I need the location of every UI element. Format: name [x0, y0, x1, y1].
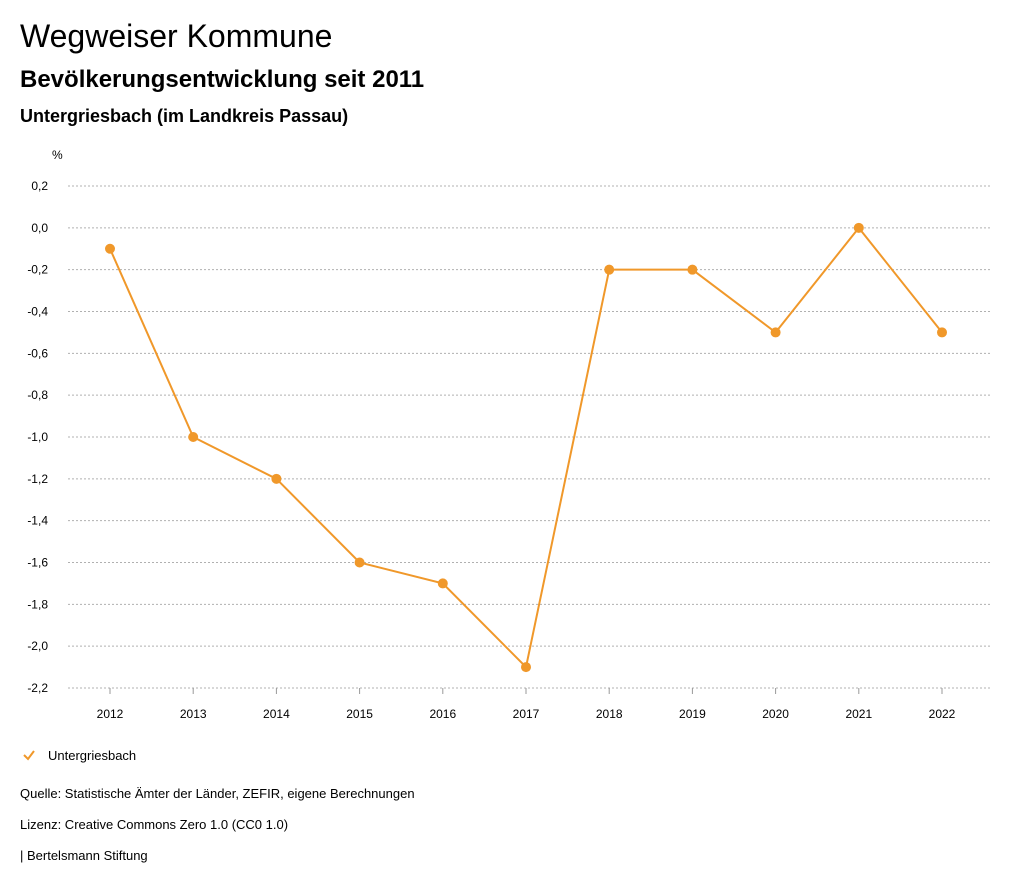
legend[interactable]: Untergriesbach	[22, 745, 136, 765]
x-tick-label: 2014	[263, 707, 290, 721]
data-point[interactable]	[521, 662, 531, 673]
source-note: Quelle: Statistische Ämter der Länder, Z…	[20, 786, 415, 801]
y-axis-ticks: 0,2 0,0 -0,2 -0,4 -0,6 -0,8 -1,0 -1,2 -1,4 -1,6 -1…	[27, 179, 48, 695]
data-point[interactable]	[687, 264, 698, 275]
x-tick-label: 2017	[513, 707, 540, 721]
y-tick-label: -1,6	[27, 556, 48, 570]
x-tick-label: 2016	[429, 707, 456, 721]
check-icon	[23, 750, 35, 761]
y-tick-label: -0,6	[27, 346, 48, 360]
y-tick-label: 0,0	[31, 221, 48, 235]
data-point[interactable]	[937, 327, 947, 338]
y-tick-label: -1,0	[27, 430, 48, 444]
y-tick-label: -2,2	[27, 681, 48, 695]
series-line	[109, 226, 943, 670]
line-chart: % 0,2 0,0 -0,2 -0,4 -0,6 -0,8 -1,0 -1,2 -1,4 -1,6…	[27, 148, 990, 721]
y-tick-label: -1,4	[27, 514, 48, 528]
page-title: Wegweiser Kommune	[20, 18, 333, 54]
chart-subtitle: Bevölkerungsentwicklung seit 2011	[20, 66, 425, 93]
data-point[interactable]	[271, 473, 282, 484]
x-tick-label: 2012	[97, 707, 124, 721]
data-point[interactable]	[188, 432, 199, 442]
grid-lines	[68, 185, 990, 689]
x-tick-label: 2020	[762, 707, 789, 721]
x-tick-label: 2018	[596, 707, 623, 721]
x-tick-label: 2013	[180, 707, 207, 721]
y-tick-label: -0,2	[27, 263, 48, 277]
series-group	[105, 222, 947, 673]
y-tick-label: -1,2	[27, 472, 48, 486]
y-tick-label: -0,8	[27, 388, 48, 402]
data-point[interactable]	[437, 578, 448, 589]
y-tick-label: 0,2	[31, 179, 48, 193]
x-axis-ticks: 2012 2013 2014 2015 2016 2017 2018 2019 2020 2021…	[97, 688, 956, 721]
data-point[interactable]	[604, 264, 615, 275]
region-label: Untergriesbach (im Landkreis Passau)	[20, 106, 349, 126]
publisher-note: | Bertelsmann Stiftung	[20, 848, 148, 863]
x-tick-label: 2015	[346, 707, 373, 721]
data-point[interactable]	[853, 222, 864, 233]
legend-label: Untergriesbach	[48, 747, 137, 763]
x-tick-label: 2019	[679, 707, 706, 721]
data-point[interactable]	[770, 327, 781, 338]
data-point[interactable]	[354, 557, 365, 568]
y-tick-label: -1,8	[27, 597, 48, 611]
license-note: Lizenz: Creative Commons Zero 1.0 (CC0 1…	[20, 817, 289, 832]
x-tick-label: 2022	[929, 707, 956, 721]
y-tick-label: -2,0	[27, 639, 48, 653]
y-tick-label: -0,4	[27, 305, 48, 319]
y-axis-unit: %	[52, 148, 63, 162]
data-point[interactable]	[105, 243, 115, 254]
x-tick-label: 2021	[845, 707, 872, 721]
